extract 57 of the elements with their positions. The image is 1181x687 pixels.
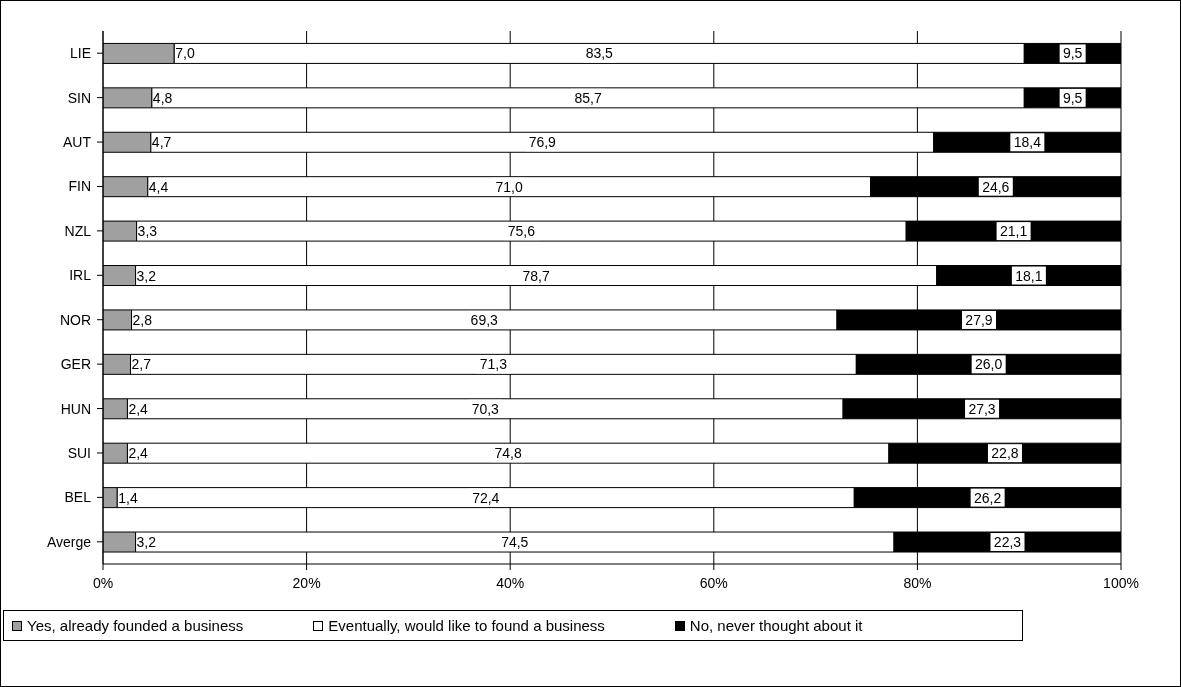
data-label: 27,3 xyxy=(968,400,996,417)
legend-label: No, never thought about it xyxy=(688,617,863,634)
data-label: 18,4 xyxy=(1013,134,1042,151)
x-tick-label: 100% xyxy=(1103,574,1139,591)
data-label: 18,1 xyxy=(1015,267,1043,284)
data-label: 4,7 xyxy=(151,134,172,151)
data-label: 2,8 xyxy=(132,311,153,328)
data-label: 71,0 xyxy=(495,178,524,195)
data-label: 22,8 xyxy=(991,445,1019,462)
y-tick-label: GER xyxy=(60,356,91,373)
data-label: 21,1 xyxy=(999,223,1028,240)
data-label: 7,0 xyxy=(175,45,195,62)
data-label: 83,5 xyxy=(585,45,614,62)
data-label: 2,4 xyxy=(128,445,149,462)
legend-label: Yes, already founded a business xyxy=(26,617,244,634)
data-label: 85,7 xyxy=(574,89,602,106)
data-label: 70,3 xyxy=(471,400,500,417)
data-label: 22,3 xyxy=(993,534,1022,551)
x-tick-label: 60% xyxy=(699,574,728,591)
y-tick-label: SIN xyxy=(67,89,91,106)
y-tick-label: FIN xyxy=(68,178,91,195)
data-label: 3,2 xyxy=(136,534,157,551)
y-tick-label: AUT xyxy=(63,134,92,151)
y-tick-label: HUN xyxy=(60,400,91,417)
y-tick-label: NZL xyxy=(64,222,92,239)
data-label: 4,4 xyxy=(148,178,169,195)
x-tick-label: 80% xyxy=(903,574,932,591)
y-tick-label: NOR xyxy=(59,311,91,328)
data-label: 26,2 xyxy=(974,489,1002,506)
data-label: 69,3 xyxy=(470,311,499,328)
x-tick-label: 20% xyxy=(292,574,321,591)
y-tick-label: SUI xyxy=(67,444,91,461)
data-label: 26,0 xyxy=(975,356,1003,373)
y-tick-label: LIE xyxy=(69,45,91,62)
x-tick-label: 0% xyxy=(92,574,114,591)
x-tick-label: 40% xyxy=(496,574,525,591)
data-label: 24,6 xyxy=(982,178,1010,195)
data-label: 1,4 xyxy=(118,489,138,506)
data-label: 2,7 xyxy=(131,356,152,373)
data-label: 3,2 xyxy=(136,267,157,284)
data-label: 76,9 xyxy=(528,134,557,151)
data-label: 2,4 xyxy=(128,400,149,417)
y-tick-label: IRL xyxy=(69,267,92,284)
data-label: 9,5 xyxy=(1062,89,1083,106)
data-label: 74,5 xyxy=(501,534,529,551)
data-label: 9,5 xyxy=(1062,45,1083,62)
data-label: 4,8 xyxy=(152,89,173,106)
y-tick-label: Averge xyxy=(46,533,92,550)
y-tick-label: BEL xyxy=(64,489,92,506)
legend-label: Eventually, would like to found a business xyxy=(327,617,605,634)
data-label: 78,7 xyxy=(522,267,550,284)
data-label: 3,3 xyxy=(137,223,158,240)
data-label: 74,8 xyxy=(494,445,522,462)
data-label: 72,4 xyxy=(472,489,500,506)
data-label: 75,6 xyxy=(507,223,536,240)
data-label: 27,9 xyxy=(965,311,993,328)
data-label: 71,3 xyxy=(479,356,508,373)
